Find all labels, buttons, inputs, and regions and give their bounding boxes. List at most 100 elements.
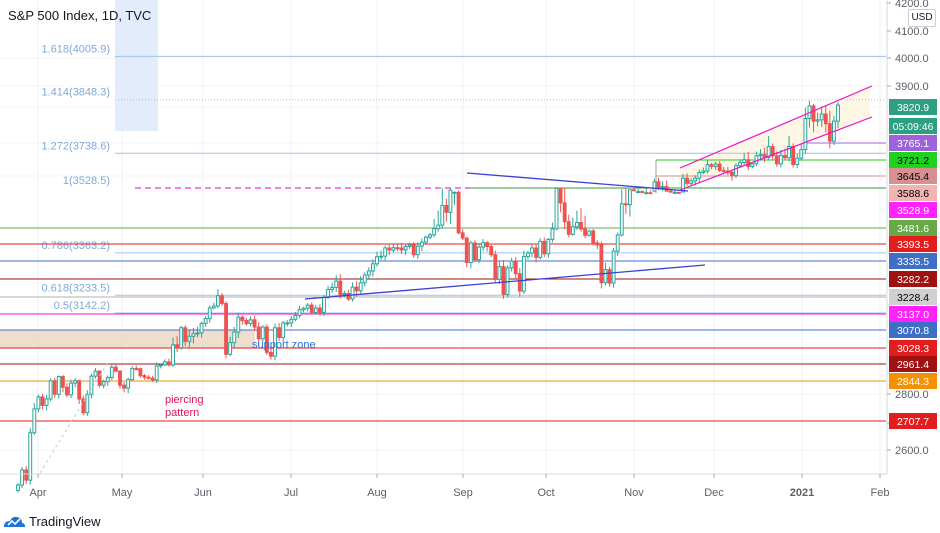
candle-body <box>419 241 424 247</box>
candle-body <box>472 242 477 261</box>
x-tick-label: Apr <box>29 487 46 499</box>
candle-body <box>795 157 800 165</box>
candle-body <box>220 295 224 304</box>
candle-body <box>101 381 106 386</box>
candle-body <box>526 252 530 257</box>
candle-body <box>195 332 200 335</box>
price-label-bg <box>889 413 937 429</box>
cloud-icon <box>4 516 25 527</box>
price-label-bg <box>889 373 937 389</box>
price-label-bg <box>889 356 937 372</box>
candle-body <box>183 327 188 342</box>
candle-body <box>269 351 273 357</box>
candle-body <box>289 318 294 324</box>
candle-body <box>652 181 657 192</box>
price-label-bg <box>889 236 937 252</box>
candle-body <box>566 221 571 235</box>
fib-label: 1.414(3848.3) <box>42 87 111 99</box>
support-zone-label: support zone <box>252 339 316 351</box>
candle-body <box>354 286 359 292</box>
candle-body <box>738 162 743 167</box>
candle-body <box>542 240 547 255</box>
candle-body <box>334 280 339 288</box>
brand-name: TradingView <box>29 513 101 529</box>
candle-body <box>819 113 824 121</box>
pattern-label: pattern <box>165 407 199 419</box>
price-label-text: 3228.4 <box>897 292 929 304</box>
candle-body <box>644 192 649 195</box>
y-tick-label: 2800.0 <box>895 389 929 401</box>
fib-zone <box>115 0 158 131</box>
price-label-tag: 3393.5 <box>889 236 937 252</box>
candle-body <box>20 469 25 486</box>
currency-button[interactable]: USD <box>908 9 936 27</box>
candle-body <box>693 177 698 182</box>
candle-body <box>109 366 114 379</box>
candle-body <box>803 118 808 151</box>
candle-body <box>256 326 261 340</box>
candle-body <box>32 408 37 434</box>
candle-body <box>538 240 543 258</box>
candle-body <box>126 379 131 389</box>
candle-body <box>89 375 94 395</box>
candle-body <box>628 189 632 206</box>
x-tick-label: 2021 <box>790 487 814 499</box>
candle-body <box>158 364 163 367</box>
candle-body <box>191 333 196 337</box>
price-label-text: 3028.3 <box>897 343 929 355</box>
price-label-tag: 3528.9 <box>889 202 937 218</box>
candle-body <box>326 288 330 298</box>
price-label-bg <box>889 306 937 322</box>
candle-body <box>619 203 624 236</box>
candle-body <box>77 380 82 400</box>
price-label-tag: 3820.9 <box>889 99 937 115</box>
x-tick-label: Jul <box>284 487 298 499</box>
candle-body <box>407 244 412 247</box>
price-label-tag: 3228.4 <box>889 289 937 305</box>
chart-canvas[interactable]: 1.618(4005.9) 1.414(3848.3) 1.272(3738.6) 1… <box>0 0 940 509</box>
candle-body <box>750 163 755 168</box>
candle-body <box>481 242 486 248</box>
candle-body <box>28 432 33 481</box>
chart-title: S&P 500 Index, 1D, TVC <box>8 8 152 23</box>
candle-body <box>554 187 559 230</box>
candle-body <box>305 304 310 309</box>
candle-body <box>640 191 645 194</box>
price-label-tag: 3028.3 <box>889 340 937 356</box>
candle-body <box>562 202 567 223</box>
price-label-tag: 3137.0 <box>889 306 937 322</box>
price-label-tag: 3481.6 <box>889 220 937 236</box>
candle-body <box>501 266 506 295</box>
price-label-bg <box>889 289 937 305</box>
price-label-bg <box>889 99 937 115</box>
candle-body <box>570 226 575 235</box>
candle-body <box>717 163 722 171</box>
candle-body <box>754 155 759 165</box>
candle-body <box>260 326 265 340</box>
candle-body <box>709 164 714 167</box>
x-tick-label: May <box>112 487 133 499</box>
candle-body <box>48 380 53 400</box>
candle-body <box>603 269 608 284</box>
candle-body <box>823 113 828 125</box>
candle-body <box>448 189 453 213</box>
candle-body <box>701 170 706 173</box>
candle-body <box>440 204 445 226</box>
candle-body <box>69 382 73 396</box>
candle-body <box>199 322 204 334</box>
candle-body <box>60 376 65 388</box>
candle-body <box>530 247 534 254</box>
candle-body <box>730 171 734 177</box>
candle-body <box>534 247 539 258</box>
candle-body <box>403 245 408 251</box>
candle-body <box>632 189 636 192</box>
candle-body <box>313 307 318 314</box>
candle-body <box>587 230 592 236</box>
candle-body <box>277 327 282 339</box>
candle-body <box>550 228 555 240</box>
tradingview-logo[interactable]: TradingView <box>2 513 101 529</box>
candle-body <box>521 255 526 292</box>
candle-body <box>211 305 216 309</box>
candle-body <box>615 234 620 252</box>
